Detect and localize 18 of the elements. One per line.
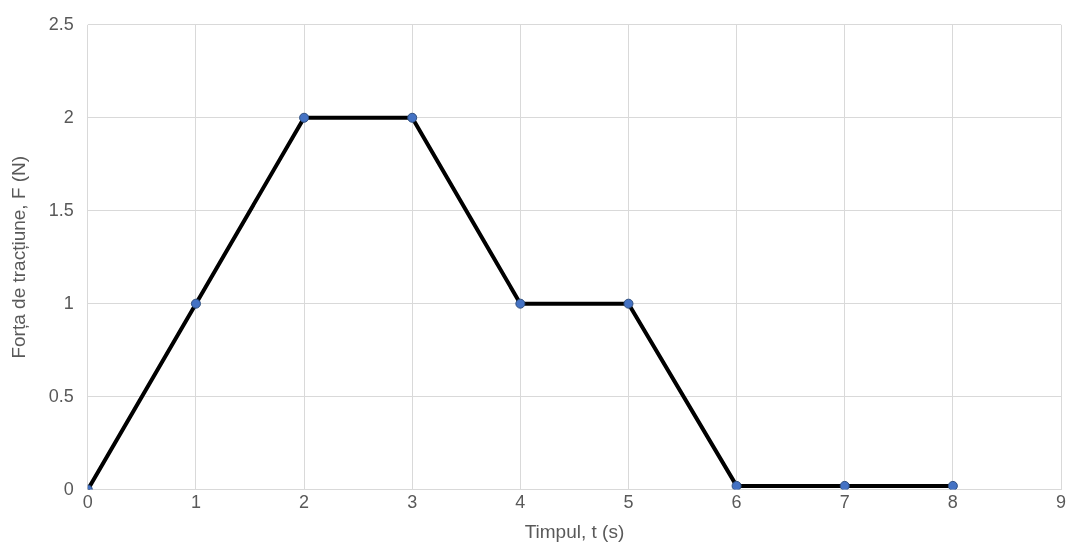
x-tick-label: 4	[515, 492, 526, 513]
x-tick-label: 1	[190, 492, 201, 513]
y-tick-label: 0	[63, 478, 74, 499]
x-tick-label: 5	[623, 492, 634, 513]
y-tick-label: 1.5	[48, 199, 74, 220]
x-tick-label: 2	[299, 492, 310, 513]
x-tick-label: 9	[1055, 492, 1067, 513]
x-tick-label: 6	[731, 492, 742, 513]
x-tick-label: 7	[839, 492, 850, 513]
y-axis-title: Forța de tracțiune, F (N)	[7, 155, 29, 359]
y-tick-label: 2.5	[48, 13, 74, 34]
x-tick-label: 0	[82, 492, 93, 513]
y-tick-label: 1	[63, 292, 74, 313]
x-tick-label: 3	[407, 492, 418, 513]
x-axis-title: Timpul, t (s)	[524, 520, 625, 542]
x-tick-label: 8	[947, 492, 958, 513]
y-tick-label: 0.5	[48, 385, 74, 406]
y-tick-label: 2	[63, 106, 74, 127]
